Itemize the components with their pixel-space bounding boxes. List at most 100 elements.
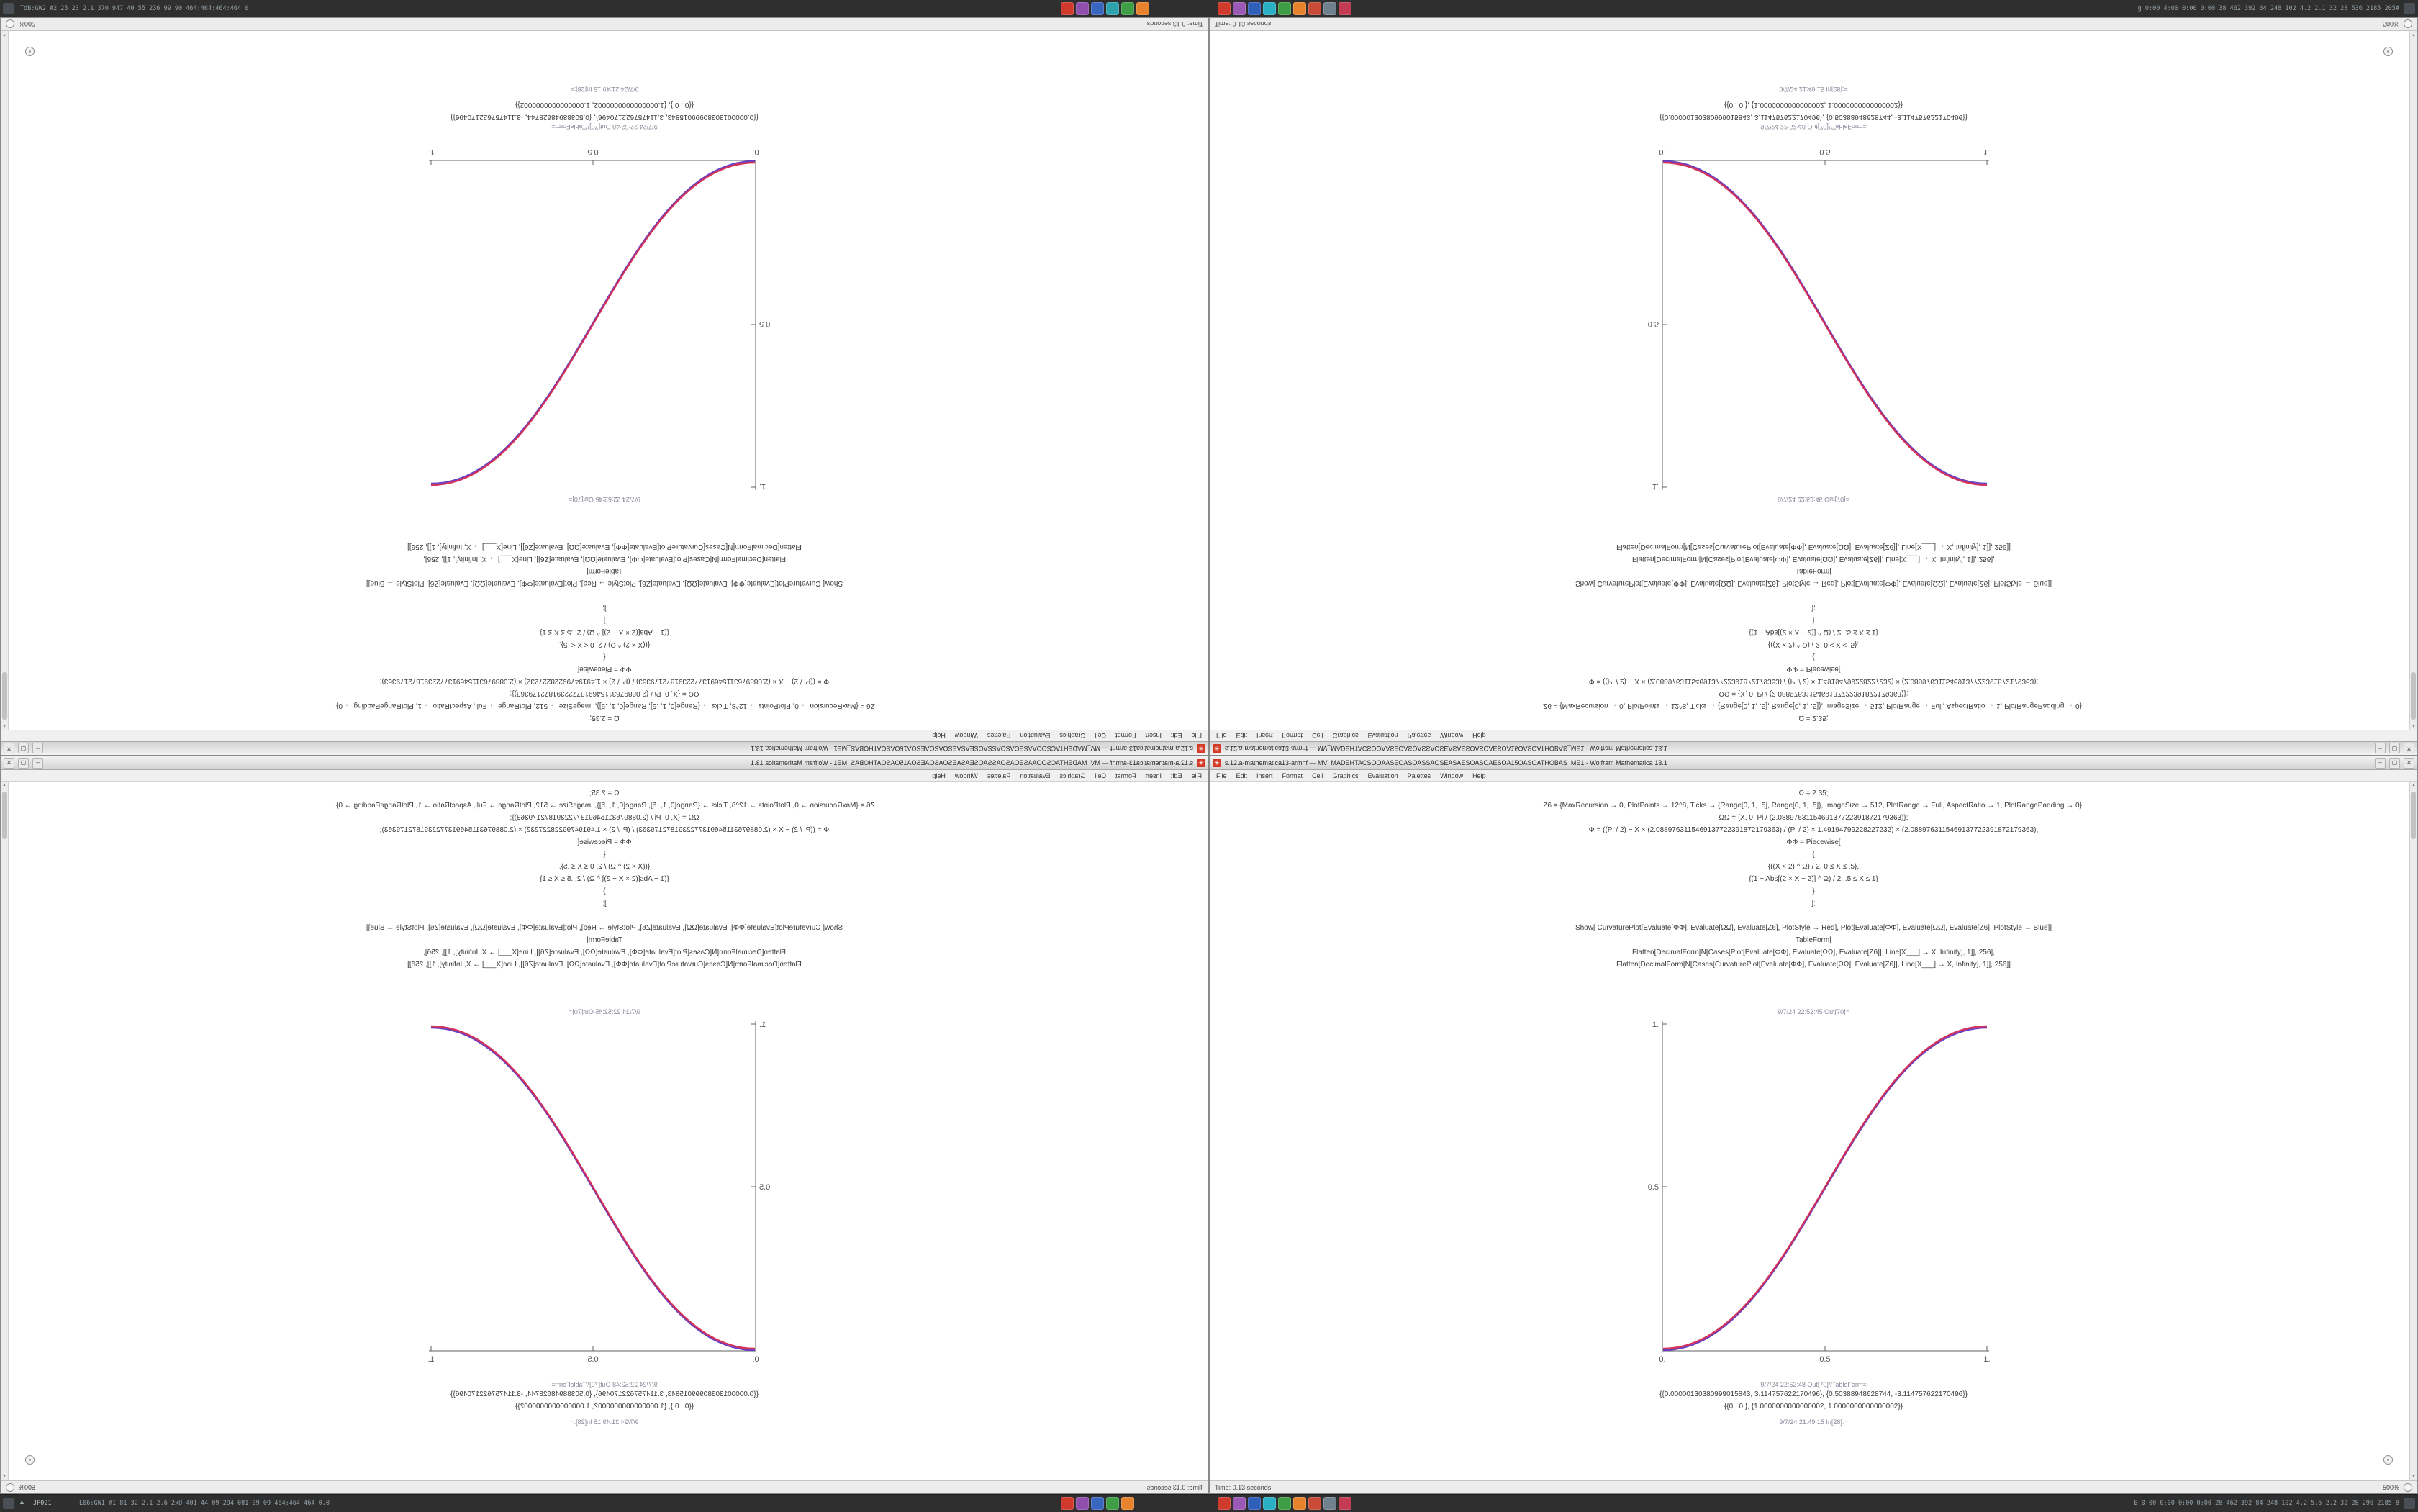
input-cell-code[interactable]: Ω = 2.35; Z6 = {MaxRecursion → 0, PlotPoi… <box>1 787 1208 971</box>
app-launcher-icon[interactable] <box>1278 2 1291 15</box>
code-line[interactable]: TableForm[ <box>1795 936 1831 944</box>
zoom-level[interactable]: 500% <box>2382 20 2399 28</box>
code-line[interactable]: Φ = ((Pi / 2) − X × (2.08897631154691377… <box>1588 826 2039 834</box>
close-button[interactable]: ✕ <box>4 743 14 754</box>
minimize-button[interactable]: – <box>32 757 43 769</box>
code-line[interactable]: Φ = ((Pi / 2) − X × (2.08897631154691377… <box>379 677 830 685</box>
maximize-button[interactable]: ▢ <box>2389 743 2400 754</box>
code-line[interactable]: Z6 = {MaxRecursion → 0, PlotPoints → 12^… <box>1543 802 2084 810</box>
code-line[interactable] <box>1210 589 2417 602</box>
scrollbar-thumb[interactable] <box>2411 672 2416 720</box>
code-line[interactable]: ΦΦ = Piecewise[ <box>1786 838 1841 846</box>
code-line[interactable]: {((X × 2) ^ Ω) / 2, 0 ≤ X ≤ .5}, <box>1767 640 1860 648</box>
app-launcher-icon[interactable] <box>1218 1497 1231 1510</box>
menu-item[interactable]: File <box>1191 771 1202 779</box>
code-line[interactable]: Ω = 2.35; <box>589 789 620 797</box>
code-line[interactable] <box>1210 910 2417 922</box>
menu-item[interactable]: Insert <box>1256 732 1273 740</box>
menu-item[interactable]: Cell <box>1312 771 1323 779</box>
menu-item[interactable]: Insert <box>1256 771 1273 779</box>
app-launcher-icon[interactable] <box>1293 2 1306 15</box>
scroll-down-icon[interactable]: ▾ <box>3 1475 6 1479</box>
code-line[interactable]: Z6 = {MaxRecursion → 0, PlotPoints → 12^… <box>1543 702 2084 710</box>
app-launcher-icon[interactable] <box>1323 2 1336 15</box>
code-line[interactable]: ΩΩ = {X, 0, Pi / (2.08897631154691377223… <box>1719 689 1908 697</box>
app-launcher-icon[interactable] <box>1121 2 1134 15</box>
app-launcher-icon[interactable] <box>1076 2 1089 15</box>
maximize-button[interactable]: ▢ <box>18 743 29 754</box>
app-launcher-icon[interactable] <box>1308 2 1321 15</box>
code-line[interactable]: Flatten[DecimalForm[N[Cases[CurvaturePlo… <box>1616 961 2011 969</box>
code-line[interactable]: ΩΩ = {X, 0, Pi / (2.08897631154691377223… <box>1719 814 1908 822</box>
menu-item[interactable]: Edit <box>1170 771 1182 779</box>
input-cell-code[interactable]: Ω = 2.35; Z6 = {MaxRecursion → 0, PlotPoi… <box>1210 540 2417 724</box>
code-line[interactable]: } <box>1812 616 1815 624</box>
app-launcher-icon[interactable] <box>1061 2 1074 15</box>
code-line[interactable]: ΦΦ = Piecewise[ <box>577 665 632 673</box>
panel-menu-icon[interactable] <box>3 1498 14 1509</box>
code-line[interactable]: {(1 − Abs[(2 × X − 2)] ^ Ω) / 2, .5 ≤ X … <box>1749 875 1878 883</box>
menu-item[interactable]: Window <box>954 771 978 779</box>
mathematica-window-icon[interactable]: ✳ <box>1197 744 1205 753</box>
code-line[interactable]: {(1 − Abs[(2 × X − 2)] ^ Ω) / 2, .5 ≤ X … <box>1749 628 1878 636</box>
code-line[interactable]: } <box>603 887 606 895</box>
close-button[interactable]: ✕ <box>2404 757 2414 769</box>
menu-item[interactable]: Graphics <box>1059 732 1086 740</box>
code-line[interactable]: Flatten[DecimalForm[N[Cases[CurvaturePlo… <box>407 961 802 969</box>
input-cell-code[interactable]: Ω = 2.35; Z6 = {MaxRecursion → 0, PlotPoi… <box>1210 787 2417 971</box>
scroll-up-icon[interactable]: ▴ <box>3 783 6 787</box>
code-line[interactable]: { <box>603 653 606 661</box>
menu-item[interactable]: Edit <box>1236 771 1248 779</box>
code-line[interactable]: Flatten[DecimalForm[N[Cases[Plot[Evaluat… <box>423 555 786 563</box>
menu-item[interactable]: Graphics <box>1059 771 1086 779</box>
title-bar[interactable]: ✳ s.12.a-mathematica13-armhf — MV_MADEHT… <box>1210 756 2417 770</box>
code-line[interactable]: ΩΩ = {X, 0, Pi / (2.08897631154691377223… <box>510 814 699 822</box>
menu-item[interactable]: Format <box>1115 732 1136 740</box>
menu-item[interactable]: Evaluation <box>1020 732 1051 740</box>
menu-item[interactable]: Evaluation <box>1367 771 1398 779</box>
menu-item[interactable]: File <box>1191 732 1202 740</box>
app-launcher-icon[interactable] <box>1091 2 1104 15</box>
code-line[interactable]: Z6 = {MaxRecursion → 0, PlotPoints → 12^… <box>334 702 875 710</box>
menu-item[interactable]: Graphics <box>1332 732 1359 740</box>
code-line[interactable]: { <box>1812 653 1815 661</box>
app-launcher-icon[interactable] <box>1136 2 1149 15</box>
menu-item[interactable]: Format <box>1115 771 1136 779</box>
code-line[interactable]: Ω = 2.35; <box>1798 714 1829 722</box>
magnifier-icon[interactable] <box>25 47 35 56</box>
scrollbar-thumb[interactable] <box>2 672 7 720</box>
code-line[interactable]: } <box>603 616 606 624</box>
app-launcher-icon[interactable] <box>1339 2 1351 15</box>
menu-item[interactable]: Window <box>1440 771 1464 779</box>
panel-corner-icon[interactable] <box>2404 3 2415 14</box>
code-line[interactable]: {(1 − Abs[(2 × X − 2)] ^ Ω) / 2, .5 ≤ X … <box>540 628 669 636</box>
code-line[interactable]: Flatten[DecimalForm[N[Cases[Plot[Evaluat… <box>423 949 786 956</box>
code-line[interactable] <box>1 589 1208 602</box>
app-launcher-icon[interactable] <box>1293 1497 1306 1510</box>
app-launcher-icon[interactable] <box>1339 1497 1351 1510</box>
zoom-level[interactable]: 500% <box>19 20 36 28</box>
menu-item[interactable]: File <box>1216 771 1227 779</box>
menu-item[interactable]: Format <box>1282 732 1303 740</box>
code-line[interactable]: ΩΩ = {X, 0, Pi / (2.08897631154691377223… <box>510 689 699 697</box>
app-launcher-icon[interactable] <box>1121 1497 1134 1510</box>
menu-item[interactable]: Palettes <box>987 732 1011 740</box>
code-line[interactable]: {((X × 2) ^ Ω) / 2, 0 ≤ X ≤ .5}, <box>1767 863 1860 871</box>
zoom-level[interactable]: 500% <box>19 1483 36 1491</box>
app-launcher-icon[interactable] <box>1278 1497 1291 1510</box>
app-launcher-icon[interactable] <box>1263 1497 1276 1510</box>
vertical-scrollbar[interactable]: ▴ ▾ <box>1 782 9 1480</box>
app-launcher-icon[interactable] <box>1233 1497 1246 1510</box>
title-bar[interactable]: ✳ s.12.a-mathematica13-armhf — MV_MADEHT… <box>1 756 1208 770</box>
minimize-button[interactable]: – <box>2375 757 2386 769</box>
code-line[interactable]: Φ = ((Pi / 2) − X × (2.08897631154691377… <box>379 826 830 834</box>
app-launcher-icon[interactable] <box>1061 1497 1074 1510</box>
show-desktop-arrow-icon[interactable]: ▲ <box>19 1498 25 1506</box>
code-line[interactable]: ΦΦ = Piecewise[ <box>1786 665 1841 673</box>
panel-corner-icon[interactable] <box>2404 1498 2415 1509</box>
app-launcher-icon[interactable] <box>1263 2 1276 15</box>
minimize-button[interactable]: – <box>2375 743 2386 754</box>
code-line[interactable]: ]; <box>1811 900 1816 907</box>
menu-item[interactable]: Cell <box>1312 732 1323 740</box>
zoom-control-icon[interactable] <box>2404 19 2412 29</box>
